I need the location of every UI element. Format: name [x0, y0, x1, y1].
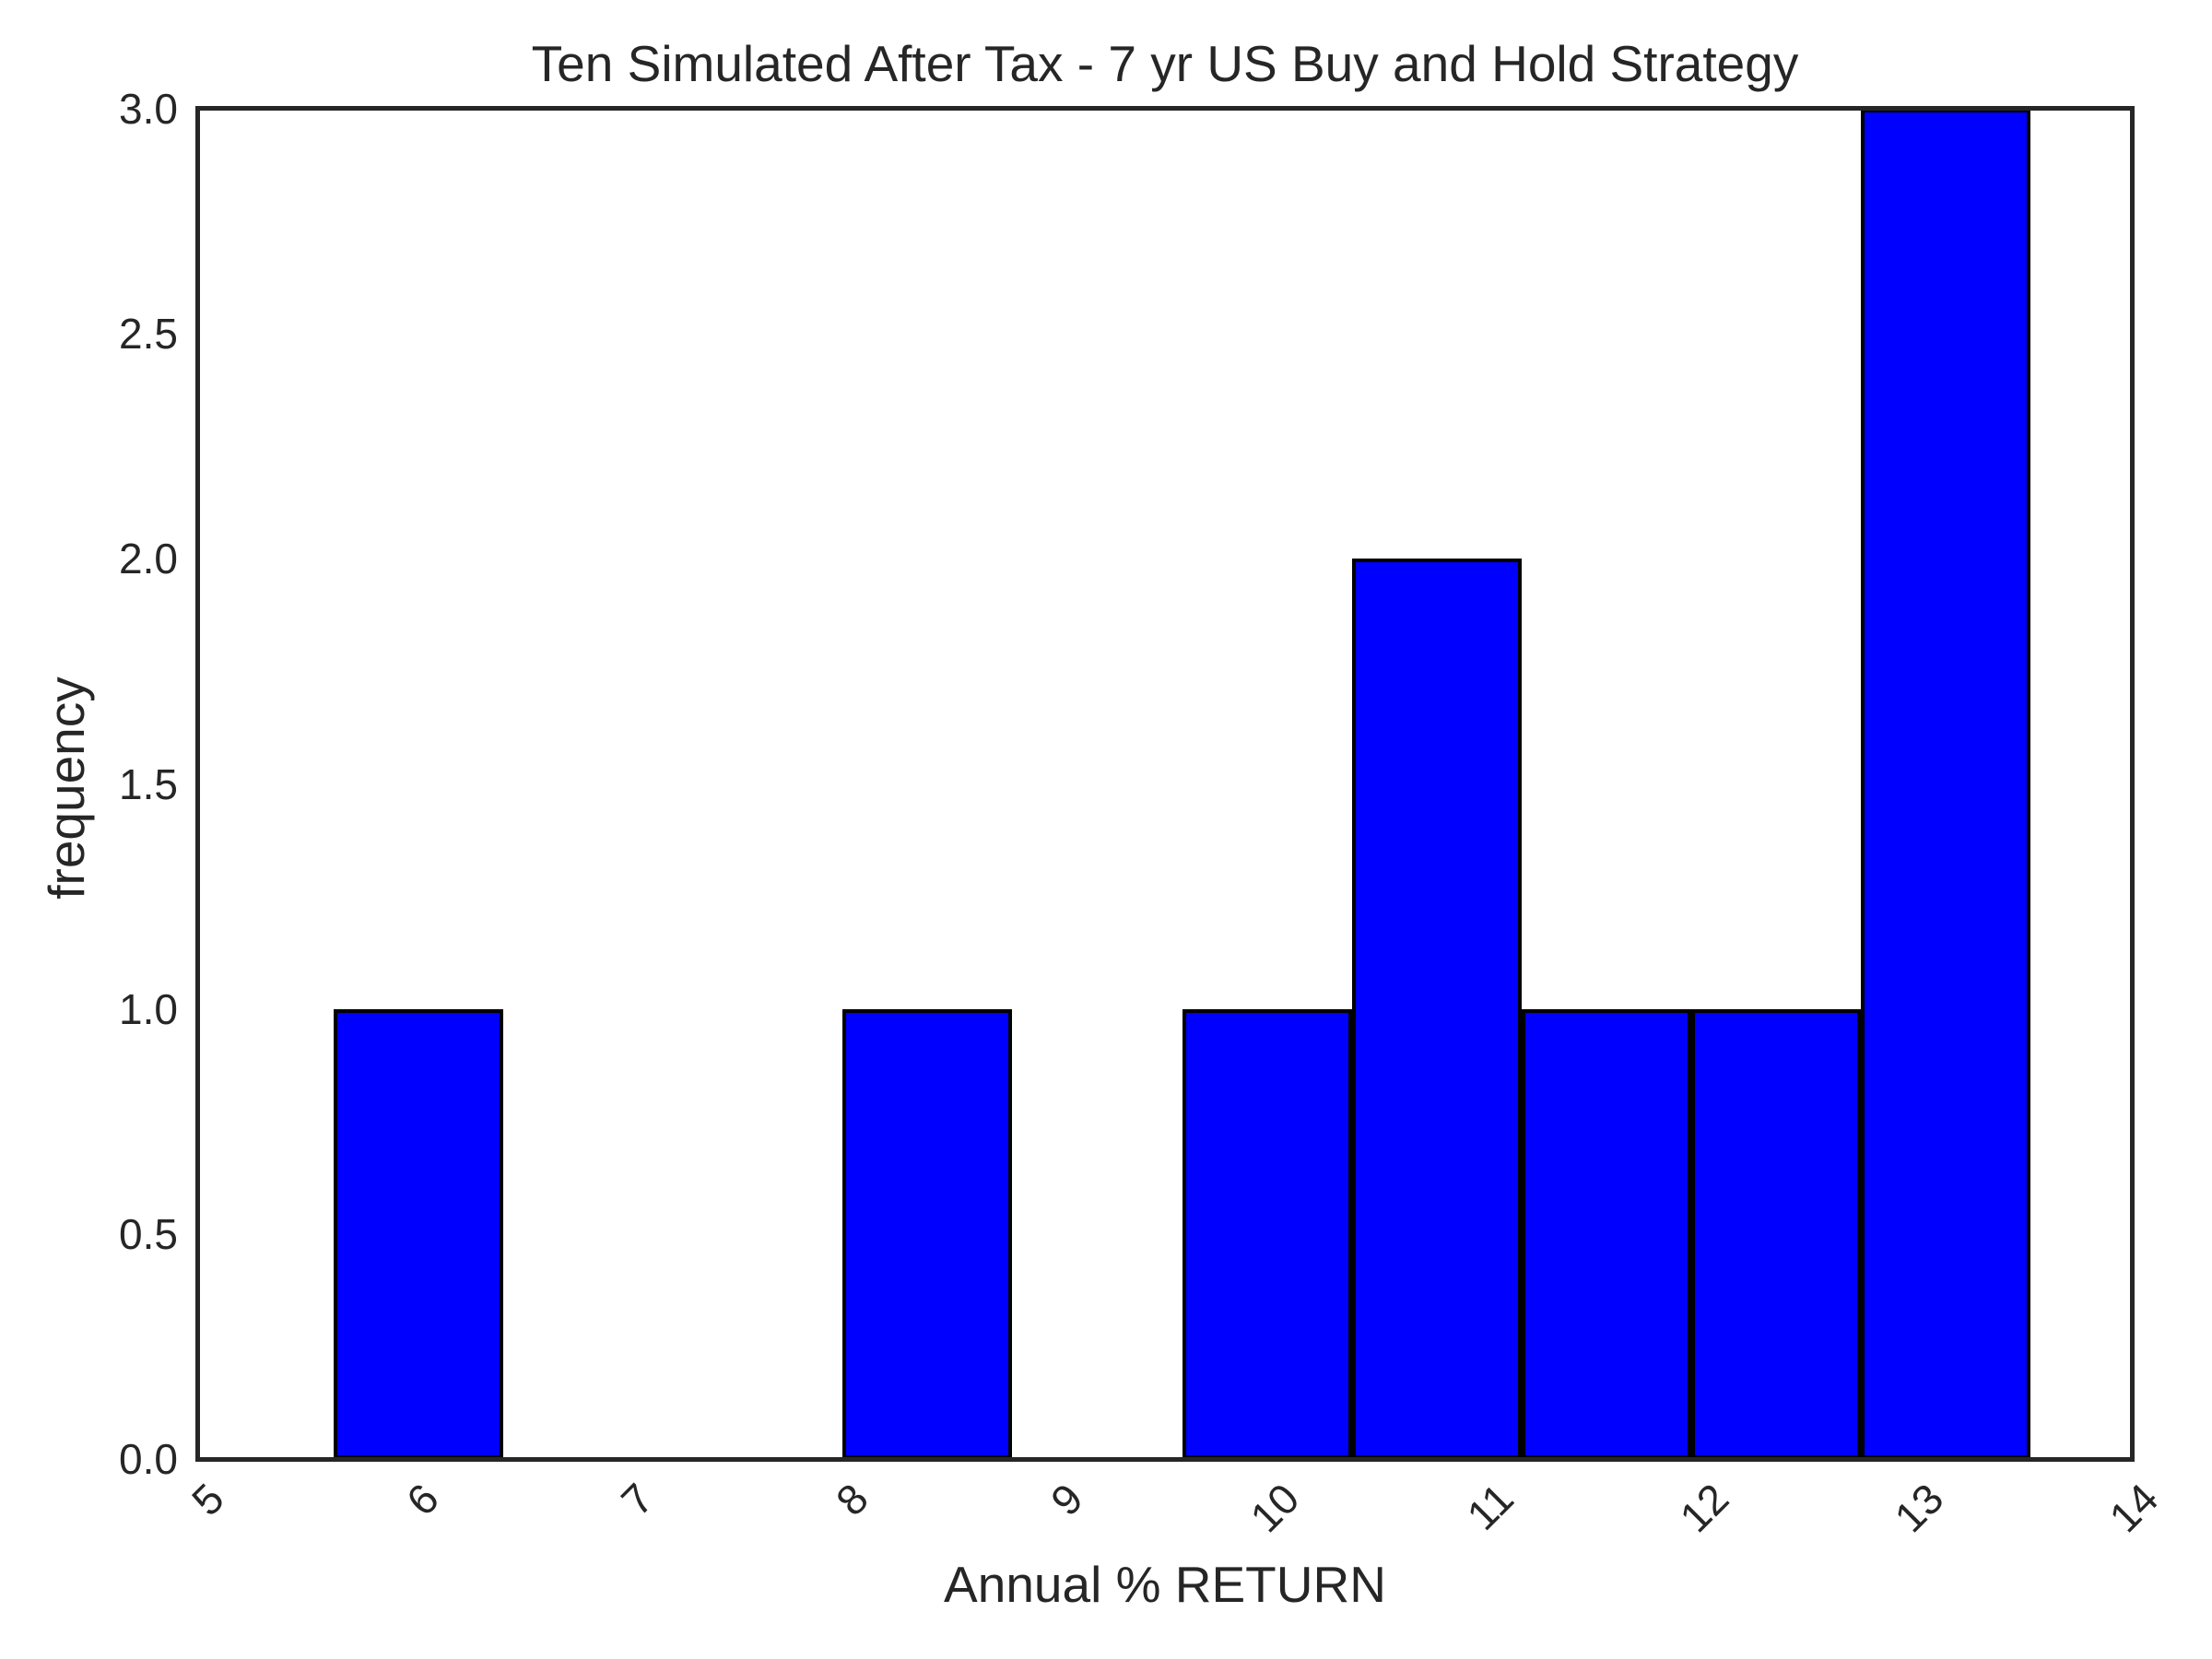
- x-tick-label: 12: [1670, 1474, 1738, 1542]
- histogram-bar: [334, 1009, 503, 1459]
- x-tick-label: 9: [1041, 1474, 1093, 1525]
- y-tick-label: 3.0: [119, 85, 178, 133]
- y-tick-label: 0.5: [119, 1210, 178, 1258]
- histogram-bar: [1691, 1009, 1861, 1459]
- x-tick-label: 6: [397, 1474, 449, 1525]
- x-tick-label: 13: [1885, 1474, 1953, 1542]
- histogram-bar: [1522, 1009, 1691, 1459]
- histogram-bar: [1352, 559, 1522, 1459]
- x-tick-label: 14: [2100, 1474, 2168, 1542]
- x-tick-label: 7: [612, 1474, 664, 1525]
- x-tick-label: 10: [1241, 1474, 1309, 1542]
- y-tick-label: 2.5: [119, 310, 178, 358]
- y-tick-label: 1.0: [119, 985, 178, 1033]
- histogram-bar: [842, 1009, 1012, 1459]
- x-tick-label: 8: [827, 1474, 878, 1525]
- x-tick-label: 11: [1457, 1474, 1524, 1539]
- y-tick-label: 2.0: [119, 535, 178, 582]
- x-axis-label: Annual % RETURN: [944, 1556, 1386, 1613]
- histogram-bar: [1861, 109, 2030, 1459]
- chart-title: Ten Simulated After Tax - 7 yr US Buy an…: [531, 35, 1799, 92]
- x-tick-label: 5: [182, 1474, 234, 1525]
- histogram-bar: [1182, 1009, 1352, 1459]
- y-tick-label: 1.5: [119, 760, 178, 808]
- y-tick-label: 0.0: [119, 1435, 178, 1483]
